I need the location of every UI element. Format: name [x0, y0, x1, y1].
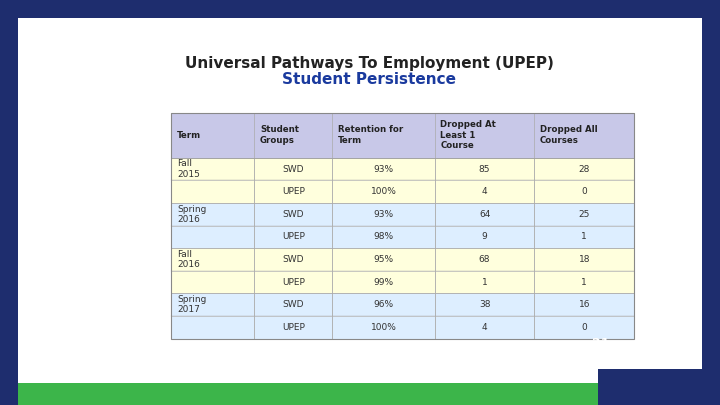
Bar: [333, 158, 435, 180]
Text: UPEP: UPEP: [282, 232, 305, 241]
Text: 93%: 93%: [374, 210, 394, 219]
Text: UPEP: UPEP: [282, 187, 305, 196]
Bar: [254, 248, 333, 271]
Text: SWD: SWD: [283, 300, 304, 309]
Text: Dropped All
Courses: Dropped All Courses: [540, 125, 598, 145]
Bar: [171, 293, 254, 316]
Bar: [254, 271, 333, 293]
Text: 9: 9: [482, 232, 487, 241]
Text: 16: 16: [578, 300, 590, 309]
Bar: [333, 226, 435, 248]
Bar: [171, 203, 254, 226]
Text: 64: 64: [479, 210, 490, 219]
Bar: [333, 203, 435, 226]
Text: 0: 0: [581, 323, 587, 332]
Text: 68: 68: [479, 255, 490, 264]
Bar: [171, 113, 634, 158]
Bar: [534, 180, 634, 203]
Bar: [333, 248, 435, 271]
Bar: [534, 158, 634, 180]
Bar: [435, 203, 534, 226]
Text: UPEP: UPEP: [282, 323, 305, 332]
Text: SWD: SWD: [283, 210, 304, 219]
Text: Universal Pathways To Employment (UPEP): Universal Pathways To Employment (UPEP): [184, 56, 554, 71]
Text: 99%: 99%: [374, 277, 394, 287]
Bar: [171, 158, 254, 180]
Bar: [333, 293, 435, 316]
Text: Term: Term: [176, 131, 201, 140]
Bar: [171, 271, 254, 293]
Bar: [254, 293, 333, 316]
Bar: [534, 226, 634, 248]
Bar: [254, 316, 333, 339]
Text: SWD: SWD: [283, 164, 304, 174]
Bar: [171, 316, 254, 339]
Bar: [534, 203, 634, 226]
Bar: [254, 158, 333, 180]
Text: 0: 0: [581, 187, 587, 196]
Text: 1: 1: [581, 232, 587, 241]
Text: 96%: 96%: [374, 300, 394, 309]
Bar: [534, 316, 634, 339]
Bar: [254, 203, 333, 226]
Bar: [435, 271, 534, 293]
Bar: [171, 180, 254, 203]
Bar: [254, 226, 333, 248]
Text: 93%: 93%: [374, 164, 394, 174]
Bar: [534, 248, 634, 271]
Bar: [171, 226, 254, 248]
Bar: [435, 248, 534, 271]
Text: Student
Groups: Student Groups: [260, 125, 299, 145]
Text: Spring
2016: Spring 2016: [178, 205, 207, 224]
Bar: [171, 113, 634, 339]
Text: 18: 18: [578, 255, 590, 264]
Text: 21: 21: [592, 337, 609, 350]
Bar: [333, 180, 435, 203]
Text: UPEP: UPEP: [282, 277, 305, 287]
Text: Spring
2017: Spring 2017: [178, 295, 207, 314]
Bar: [254, 180, 333, 203]
Bar: [534, 271, 634, 293]
Text: Fall
2015: Fall 2015: [178, 159, 200, 179]
Bar: [534, 293, 634, 316]
Text: 98%: 98%: [374, 232, 394, 241]
Text: Fall
2016: Fall 2016: [178, 250, 200, 269]
Bar: [435, 226, 534, 248]
Bar: [333, 316, 435, 339]
Text: 85: 85: [479, 164, 490, 174]
Text: 4: 4: [482, 323, 487, 332]
Text: 95%: 95%: [374, 255, 394, 264]
Text: 1: 1: [482, 277, 487, 287]
Bar: [435, 158, 534, 180]
Bar: [333, 271, 435, 293]
Text: Retention for
Term: Retention for Term: [338, 125, 403, 145]
Text: 25: 25: [579, 210, 590, 219]
Text: 28: 28: [579, 164, 590, 174]
Text: 4: 4: [482, 187, 487, 196]
Text: Student Persistence: Student Persistence: [282, 72, 456, 87]
Text: 100%: 100%: [371, 323, 397, 332]
Text: Dropped At
Least 1
Course: Dropped At Least 1 Course: [441, 120, 496, 150]
Bar: [435, 180, 534, 203]
Text: 100%: 100%: [371, 187, 397, 196]
Bar: [435, 316, 534, 339]
Text: 38: 38: [479, 300, 490, 309]
Text: 1: 1: [581, 277, 587, 287]
Bar: [171, 248, 254, 271]
Text: SWD: SWD: [283, 255, 304, 264]
Bar: [435, 293, 534, 316]
